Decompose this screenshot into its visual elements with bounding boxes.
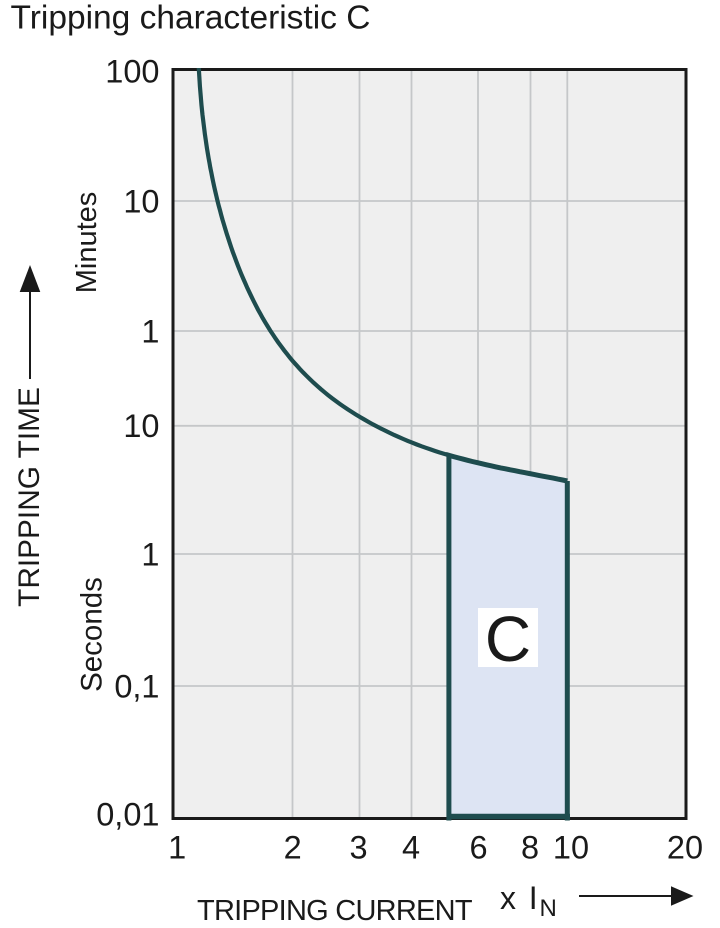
svg-text:C: C xyxy=(485,603,531,675)
svg-text:2: 2 xyxy=(284,830,302,866)
svg-text:Tripping characteristic C: Tripping characteristic C xyxy=(11,0,371,37)
svg-text:4: 4 xyxy=(402,830,420,866)
svg-text:100: 100 xyxy=(105,54,159,90)
svg-text:10: 10 xyxy=(123,184,159,220)
svg-text:6: 6 xyxy=(469,830,487,866)
svg-text:1: 1 xyxy=(141,537,159,573)
svg-text:0,01: 0,01 xyxy=(96,797,159,833)
svg-text:8: 8 xyxy=(521,830,539,866)
svg-text:20: 20 xyxy=(667,830,703,866)
svg-text:TRIPPING CURRENT: TRIPPING CURRENT xyxy=(197,895,473,927)
svg-text:1: 1 xyxy=(168,830,186,866)
svg-text:Minutes: Minutes xyxy=(71,192,103,294)
svg-text:I: I xyxy=(529,880,538,916)
svg-text:Seconds: Seconds xyxy=(76,577,109,692)
svg-text:TRIPPING TIME: TRIPPING TIME xyxy=(13,387,46,607)
svg-text:3: 3 xyxy=(349,830,367,866)
svg-text:10: 10 xyxy=(553,830,589,866)
svg-text:N: N xyxy=(540,895,557,922)
svg-text:x: x xyxy=(500,880,516,916)
svg-text:1: 1 xyxy=(141,314,159,350)
svg-text:10: 10 xyxy=(123,408,159,444)
svg-text:0,1: 0,1 xyxy=(114,669,159,705)
